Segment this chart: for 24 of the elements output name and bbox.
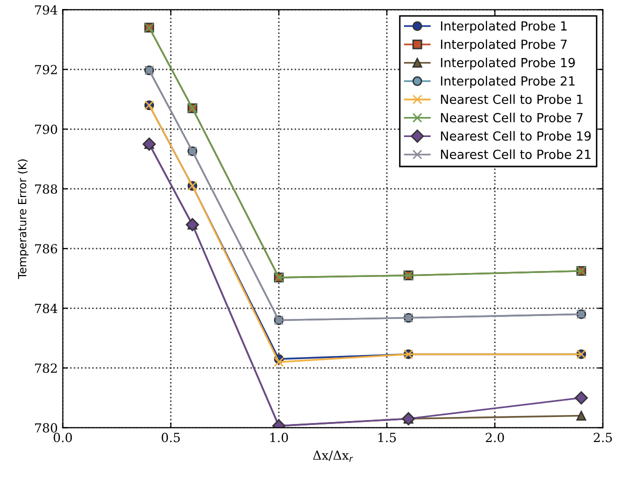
y-tick-label: 792 bbox=[35, 64, 57, 74]
x-axis-title: Δx/Δx$_{r}$ bbox=[313, 450, 354, 462]
y-tick-label: 790 bbox=[35, 124, 58, 134]
x-tick-label: 1.0 bbox=[270, 432, 288, 442]
y-axis-title: Temperature Error (K) bbox=[18, 159, 29, 279]
y-tick-label: 788 bbox=[35, 184, 58, 194]
x-tick-label: 0.0 bbox=[54, 432, 72, 442]
legend-label: Interpolated Probe 21 bbox=[441, 76, 575, 88]
legend-label: Nearest Cell to Probe 7 bbox=[441, 112, 583, 122]
y-tick-label: 780 bbox=[35, 423, 58, 433]
y-tick-label: 782 bbox=[35, 363, 57, 373]
legend-label: Nearest Cell to Probe 19 bbox=[441, 131, 591, 141]
x-tick-label: 1.5 bbox=[378, 432, 396, 442]
y-tick-label: 786 bbox=[35, 244, 58, 254]
x-tick-label: 0.5 bbox=[162, 432, 180, 442]
y-tick-label: 794 bbox=[35, 5, 58, 15]
x-tick-label: 2.5 bbox=[594, 432, 612, 442]
x-tick-label: 2.0 bbox=[486, 432, 504, 442]
legend-label: Nearest Cell to Probe 21 bbox=[441, 149, 590, 160]
legend-label: Interpolated Probe 7 bbox=[441, 39, 567, 52]
legend-label: Interpolated Probe 19 bbox=[441, 58, 575, 70]
legend-label: Interpolated Probe 1 bbox=[441, 20, 567, 34]
legend-label: Nearest Cell to Probe 1 bbox=[441, 94, 583, 104]
y-tick-label: 784 bbox=[35, 304, 58, 314]
